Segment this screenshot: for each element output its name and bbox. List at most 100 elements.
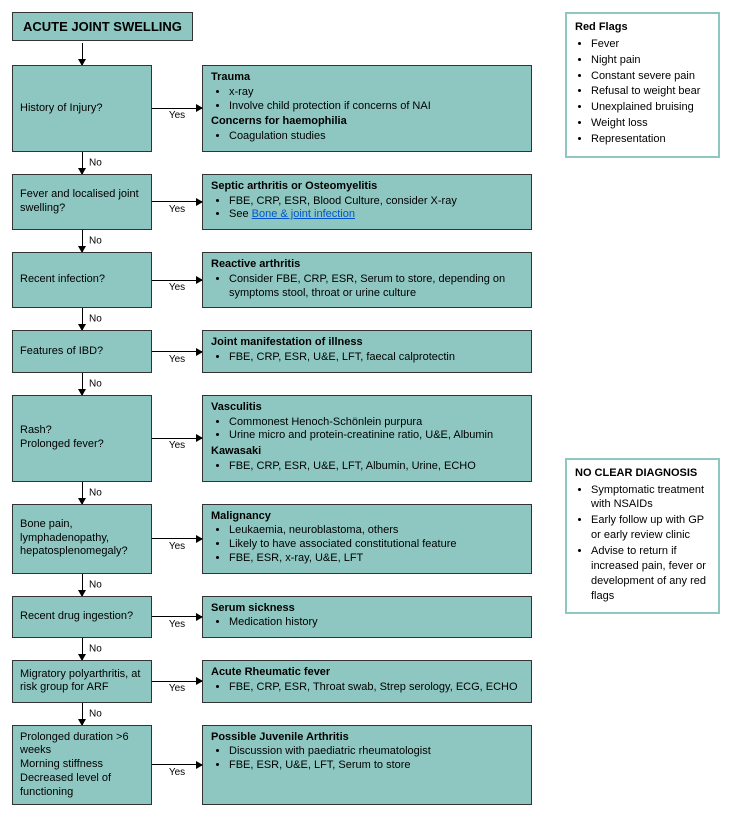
outcome-header: Trauma (211, 71, 523, 85)
outcome-item: Urine micro and protein-creatinine ratio… (229, 429, 523, 443)
outcome-item: Commonest Henoch-Schönlein purpura (229, 416, 523, 430)
decision-node: Prolonged duration >6 weeks Morning stif… (12, 725, 152, 806)
yes-connector: Yes (152, 65, 202, 152)
outcome-header: Kawasaki (211, 445, 523, 459)
outcome-item: Consider FBE, CRP, ESR, Serum to store, … (229, 273, 523, 301)
outcome-header: Possible Juvenile Arthritis (211, 731, 523, 745)
outcome-list: Commonest Henoch-Schönlein purpuraUrine … (211, 416, 523, 444)
outcome-node: Joint manifestation of illnessFBE, CRP, … (202, 330, 532, 373)
outcome-list: Medication history (211, 616, 523, 630)
yes-connector: Yes (152, 252, 202, 308)
yes-connector: Yes (152, 174, 202, 230)
outcome-item: FBE, CRP, ESR, Blood Culture, consider X… (229, 195, 523, 209)
outcome-list: x-rayInvolve child protection if concern… (211, 86, 523, 114)
decision-node: Features of IBD? (12, 330, 152, 373)
flow-row: Recent infection?YesReactive arthritisCo… (12, 252, 547, 308)
no-connector: No (12, 638, 152, 660)
flowchart-layout: ACUTE JOINT SWELLING History of Injury?Y… (12, 12, 727, 805)
red-flags-box: Red Flags FeverNight painConstant severe… (565, 12, 720, 158)
red-flag-item: Representation (591, 132, 710, 147)
outcome-list: FBE, CRP, ESR, U&E, LFT, Albumin, Urine,… (211, 460, 523, 474)
red-flags-list: FeverNight painConstant severe painRefus… (575, 37, 710, 147)
outcome-item: FBE, CRP, ESR, U&E, LFT, faecal calprote… (229, 351, 523, 365)
red-flag-item: Constant severe pain (591, 69, 710, 84)
flow-column: ACUTE JOINT SWELLING History of Injury?Y… (12, 12, 547, 805)
outcome-list: FBE, CRP, ESR, Blood Culture, consider X… (211, 195, 523, 223)
flow-row: Bone pain, lymphadenopathy, hepatospleno… (12, 504, 547, 574)
outcome-item: FBE, CRP, ESR, Throat swab, Strep serolo… (229, 681, 523, 695)
no-connector: No (12, 574, 152, 596)
outcome-node: Serum sicknessMedication history (202, 596, 532, 639)
outcome-item: See Bone & joint infection (229, 208, 523, 222)
decision-node: Fever and localised joint swelling? (12, 174, 152, 230)
decision-node: Rash? Prolonged fever? (12, 395, 152, 482)
red-flag-item: Night pain (591, 53, 710, 68)
red-flag-item: Refusal to weight bear (591, 84, 710, 99)
outcome-node: Acute Rheumatic feverFBE, CRP, ESR, Thro… (202, 660, 532, 703)
outcome-item: x-ray (229, 86, 523, 100)
flow-row: Features of IBD?YesJoint manifestation o… (12, 330, 547, 373)
outcome-list: Coagulation studies (211, 130, 523, 144)
no-connector: No (12, 482, 152, 504)
outcome-list: Consider FBE, CRP, ESR, Serum to store, … (211, 273, 523, 301)
outcome-item: FBE, ESR, U&E, LFT, Serum to store (229, 759, 523, 773)
flow-row: History of Injury?Yes Traumax-rayInvolve … (12, 65, 547, 152)
decision-node: History of Injury? (12, 65, 152, 152)
outcome-header: Acute Rheumatic fever (211, 666, 523, 680)
flow-row: Rash? Prolonged fever?YesVasculitisCommo… (12, 395, 547, 482)
outcome-node: Possible Juvenile ArthritisDiscussion wi… (202, 725, 532, 806)
outcome-item: Likely to have associated constitutional… (229, 538, 523, 552)
no-diagnosis-item: Advise to return if increased pain, feve… (591, 544, 710, 603)
no-diagnosis-header: NO CLEAR DIAGNOSIS (575, 466, 710, 481)
no-diagnosis-item: Symptomatic treatment with NSAIDs (591, 483, 710, 513)
no-diagnosis-list: Symptomatic treatment with NSAIDsEarly f… (575, 483, 710, 604)
no-diagnosis-box: NO CLEAR DIAGNOSIS Symptomatic treatment… (565, 458, 720, 615)
no-connector: No (12, 373, 152, 395)
side-column: Red Flags FeverNight painConstant severe… (565, 12, 720, 614)
outcome-header: Malignancy (211, 510, 523, 524)
yes-connector: Yes (152, 504, 202, 574)
red-flags-header: Red Flags (575, 20, 710, 35)
outcome-link[interactable]: Bone & joint infection (252, 208, 355, 220)
decision-node: Bone pain, lymphadenopathy, hepatospleno… (12, 504, 152, 574)
outcome-list: Leukaemia, neuroblastoma, othersLikely t… (211, 524, 523, 565)
arrow-down (12, 43, 152, 65)
red-flag-item: Fever (591, 37, 710, 52)
decision-node: Migratory polyarthritis, at risk group f… (12, 660, 152, 703)
outcome-header: Vasculitis (211, 401, 523, 415)
decision-node: Recent drug ingestion? (12, 596, 152, 639)
outcome-node: Reactive arthritisConsider FBE, CRP, ESR… (202, 252, 532, 308)
yes-connector: Yes (152, 395, 202, 482)
outcome-item: Discussion with paediatric rheumatologis… (229, 745, 523, 759)
flow-row: Fever and localised joint swelling?YesSe… (12, 174, 547, 230)
outcome-header: Reactive arthritis (211, 258, 523, 272)
no-connector: No (12, 230, 152, 252)
outcome-header: Joint manifestation of illness (211, 336, 523, 350)
red-flag-item: Unexplained bruising (591, 100, 710, 115)
outcome-list: FBE, CRP, ESR, U&E, LFT, faecal calprote… (211, 351, 523, 365)
yes-connector: Yes (152, 660, 202, 703)
outcome-node: VasculitisCommonest Henoch-Schönlein pur… (202, 395, 532, 482)
decision-node: Recent infection? (12, 252, 152, 308)
outcome-list: Discussion with paediatric rheumatologis… (211, 745, 523, 773)
flow-row: Recent drug ingestion?YesSerum sicknessM… (12, 596, 547, 639)
outcome-list: FBE, CRP, ESR, Throat swab, Strep serolo… (211, 681, 523, 695)
yes-connector: Yes (152, 330, 202, 373)
outcome-item: Involve child protection if concerns of … (229, 100, 523, 114)
flow-row: Migratory polyarthritis, at risk group f… (12, 660, 547, 703)
outcome-node: MalignancyLeukaemia, neuroblastoma, othe… (202, 504, 532, 574)
outcome-item: FBE, CRP, ESR, U&E, LFT, Albumin, Urine,… (229, 460, 523, 474)
outcome-item: FBE, ESR, x-ray, U&E, LFT (229, 552, 523, 566)
flowchart-title: ACUTE JOINT SWELLING (12, 12, 193, 41)
yes-connector: Yes (152, 725, 202, 806)
no-diagnosis-item: Early follow up with GP or early review … (591, 513, 710, 543)
no-connector: No (12, 703, 152, 725)
flow-row: Prolonged duration >6 weeks Morning stif… (12, 725, 547, 806)
red-flag-item: Weight loss (591, 116, 710, 131)
outcome-header: Serum sickness (211, 602, 523, 616)
outcome-header: Septic arthritis or Osteomyelitis (211, 180, 523, 194)
outcome-header: Concerns for haemophilia (211, 115, 523, 129)
no-connector: No (12, 152, 152, 174)
outcome-item: Coagulation studies (229, 130, 523, 144)
outcome-node: Septic arthritis or OsteomyelitisFBE, CR… (202, 174, 532, 230)
